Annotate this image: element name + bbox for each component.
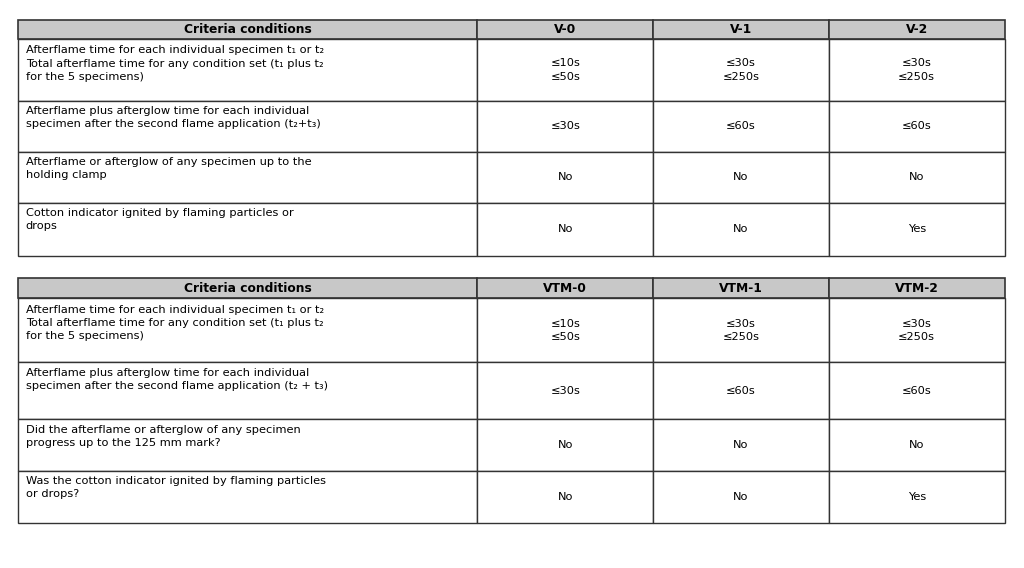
Text: No: No xyxy=(733,440,749,450)
Bar xyxy=(653,419,828,471)
Bar xyxy=(18,419,477,471)
Text: ≤30s
≤250s: ≤30s ≤250s xyxy=(898,59,935,82)
Bar xyxy=(477,152,653,203)
Text: ≤30s
≤250s: ≤30s ≤250s xyxy=(898,319,935,342)
Bar xyxy=(477,298,653,362)
Text: ≤60s: ≤60s xyxy=(902,386,932,396)
Text: VTM-1: VTM-1 xyxy=(719,282,763,295)
Bar xyxy=(18,471,477,523)
Text: No: No xyxy=(733,172,749,182)
Text: ≤30s: ≤30s xyxy=(550,122,581,131)
Text: Afterflame plus afterglow time for each individual
specimen after the second fla: Afterflame plus afterglow time for each … xyxy=(26,368,328,391)
Bar xyxy=(653,362,828,419)
Bar xyxy=(653,39,828,101)
Bar xyxy=(18,152,477,203)
Text: Yes: Yes xyxy=(907,492,926,502)
Bar xyxy=(828,278,1005,298)
Text: Afterflame plus afterglow time for each individual
specimen after the second fla: Afterflame plus afterglow time for each … xyxy=(26,106,321,129)
Bar xyxy=(18,101,477,152)
Text: Afterflame time for each individual specimen t₁ or t₂
Total afterflame time for : Afterflame time for each individual spec… xyxy=(26,45,324,82)
Bar xyxy=(828,471,1005,523)
Bar xyxy=(828,101,1005,152)
Text: No: No xyxy=(557,440,573,450)
Text: ≤10s
≤50s: ≤10s ≤50s xyxy=(550,319,581,342)
Text: No: No xyxy=(557,492,573,502)
Bar xyxy=(18,278,477,298)
Bar xyxy=(477,39,653,101)
Text: Afterflame time for each individual specimen t₁ or t₂
Total afterflame time for : Afterflame time for each individual spec… xyxy=(26,305,324,341)
Text: V-0: V-0 xyxy=(554,23,577,36)
Bar xyxy=(828,39,1005,101)
Bar xyxy=(828,20,1005,39)
Bar xyxy=(477,203,653,256)
Text: Was the cotton indicator ignited by flaming particles
or drops?: Was the cotton indicator ignited by flam… xyxy=(26,476,326,499)
Bar xyxy=(653,278,828,298)
Text: ≤60s: ≤60s xyxy=(902,122,932,131)
Text: V-1: V-1 xyxy=(730,23,753,36)
Text: Afterflame or afterglow of any specimen up to the
holding clamp: Afterflame or afterglow of any specimen … xyxy=(26,157,311,180)
Bar xyxy=(653,20,828,39)
Bar xyxy=(653,298,828,362)
Bar xyxy=(477,362,653,419)
Bar xyxy=(477,20,653,39)
Bar xyxy=(18,39,477,101)
Text: ≤60s: ≤60s xyxy=(726,122,756,131)
Text: VTM-0: VTM-0 xyxy=(544,282,587,295)
Bar xyxy=(653,152,828,203)
Bar xyxy=(18,203,477,256)
Bar xyxy=(653,101,828,152)
Text: Cotton indicator ignited by flaming particles or
drops: Cotton indicator ignited by flaming part… xyxy=(26,208,293,231)
Text: VTM-2: VTM-2 xyxy=(895,282,939,295)
Text: No: No xyxy=(909,172,925,182)
Text: No: No xyxy=(733,492,749,502)
Bar xyxy=(18,20,477,39)
Text: ≤30s
≤250s: ≤30s ≤250s xyxy=(723,59,760,82)
Text: No: No xyxy=(909,440,925,450)
Text: No: No xyxy=(557,224,573,234)
Bar xyxy=(828,203,1005,256)
Text: No: No xyxy=(733,224,749,234)
Text: ≤30s
≤250s: ≤30s ≤250s xyxy=(723,319,760,342)
Text: ≤10s
≤50s: ≤10s ≤50s xyxy=(550,59,581,82)
Text: ≤30s: ≤30s xyxy=(550,386,581,396)
Bar xyxy=(477,101,653,152)
Bar xyxy=(477,278,653,298)
Text: Did the afterflame or afterglow of any specimen
progress up to the 125 mm mark?: Did the afterflame or afterglow of any s… xyxy=(26,424,300,448)
Bar xyxy=(653,471,828,523)
Bar xyxy=(653,203,828,256)
Bar xyxy=(18,298,477,362)
Text: ≤60s: ≤60s xyxy=(726,386,756,396)
Bar xyxy=(477,471,653,523)
Text: Criteria conditions: Criteria conditions xyxy=(184,23,312,36)
Bar xyxy=(477,419,653,471)
Text: Criteria conditions: Criteria conditions xyxy=(184,282,312,295)
Bar xyxy=(828,362,1005,419)
Text: Yes: Yes xyxy=(907,224,926,234)
Text: V-2: V-2 xyxy=(905,23,928,36)
Bar xyxy=(828,298,1005,362)
Bar xyxy=(828,152,1005,203)
Bar xyxy=(18,362,477,419)
Bar xyxy=(828,419,1005,471)
Text: No: No xyxy=(557,172,573,182)
